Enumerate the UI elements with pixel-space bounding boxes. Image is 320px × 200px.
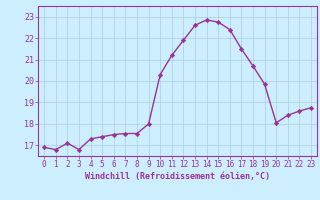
X-axis label: Windchill (Refroidissement éolien,°C): Windchill (Refroidissement éolien,°C) bbox=[85, 172, 270, 181]
